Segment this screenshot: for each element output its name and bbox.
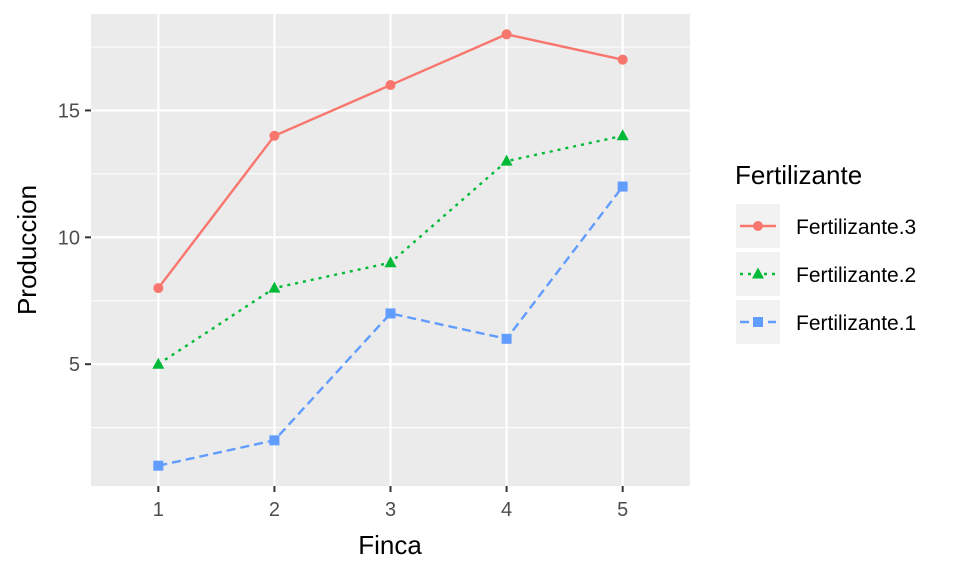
y-axis-title: Produccion <box>12 185 42 315</box>
y-axis: 5 10 15 <box>58 100 91 376</box>
data-point <box>501 333 512 344</box>
data-point <box>616 129 629 141</box>
legend-label: Fertilizante.3 <box>796 216 916 239</box>
legend-marker <box>753 317 763 327</box>
legend-label: Fertilizante.2 <box>796 264 916 287</box>
data-point <box>269 435 280 446</box>
data-point <box>385 80 396 91</box>
grid-major <box>91 14 690 486</box>
y-tick-label: 10 <box>58 227 80 249</box>
data-point <box>268 281 281 293</box>
x-tick-label: 3 <box>385 499 396 521</box>
x-tick-label: 1 <box>153 499 164 521</box>
series-fertilizante-1 <box>153 181 628 471</box>
legend-item: Fertilizante.1 <box>736 300 916 344</box>
x-tick-label: 5 <box>617 499 628 521</box>
legend-label: Fertilizante.1 <box>796 312 916 335</box>
data-point <box>153 460 164 471</box>
data-point <box>384 256 397 268</box>
data-point <box>269 130 280 141</box>
y-tick-label: 5 <box>69 354 80 376</box>
data-point <box>617 54 628 65</box>
legend-item: Fertilizante.2 <box>736 252 916 296</box>
series-layer <box>152 29 629 471</box>
x-tick-label: 2 <box>269 499 280 521</box>
x-axis-title: Finca <box>358 530 422 560</box>
legend-title: Fertilizante <box>735 160 862 190</box>
x-tick-label: 4 <box>501 499 512 521</box>
data-point <box>501 29 512 40</box>
x-axis: 1 2 3 4 5 <box>153 486 628 521</box>
legend-marker <box>752 267 764 279</box>
data-point <box>385 308 396 319</box>
legend-item: Fertilizante.3 <box>736 204 916 248</box>
data-point <box>617 181 628 192</box>
y-tick-label: 15 <box>58 100 80 122</box>
data-point <box>500 154 513 166</box>
legend-marker <box>753 221 763 231</box>
data-point <box>153 283 164 294</box>
legend: Fertilizante Fertilizante.3 Fertilizante.… <box>735 160 916 344</box>
series-fertilizante-2 <box>152 129 629 369</box>
series-fertilizante-3 <box>153 29 628 294</box>
data-point <box>152 357 165 369</box>
